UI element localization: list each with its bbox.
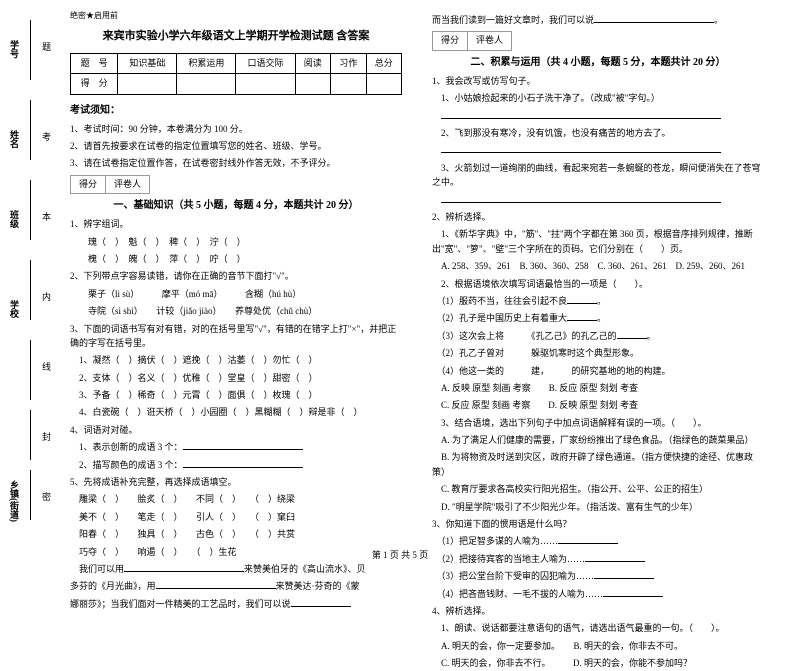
- th-xizuo: 习作: [331, 53, 366, 74]
- margin-label-xuehao: 学号: [8, 40, 21, 58]
- p3-head: 3、你知道下面的惯用语是什么吗？: [432, 517, 764, 531]
- page-footer: 第 1 页 共 5 页: [0, 548, 800, 561]
- binding-margin: 学号 题 姓名 考 班级 本 学校 内 线 封 乡镇(街道) 密: [0, 0, 55, 545]
- margin-char-kao: 考: [42, 130, 51, 143]
- th-zongfen: 总分: [366, 53, 402, 74]
- notice-2: 2、请首先按要求在试卷的指定位置填写您的姓名、班级、学号。: [70, 139, 402, 153]
- q2-head: 2、下列带点字容易读错，请你在正确的音节下面打"√"。: [70, 269, 402, 283]
- cell-pingjuan2: 评卷人: [467, 31, 512, 51]
- q1-head: 1、辨字组词。: [70, 217, 402, 231]
- p4-head: 4、辨析选择。: [432, 604, 764, 618]
- margin-line: [30, 470, 31, 520]
- margin-label-banji: 班级: [8, 210, 21, 228]
- th-jilei: 积累运用: [177, 53, 236, 74]
- p2-head: 2、辨析选择。: [432, 210, 764, 224]
- q3-head: 3、下面的词语书写有对有错，对的在括号里写"√"，有错的在错字上打"×"，并把正…: [70, 322, 402, 351]
- margin-line: [30, 410, 31, 460]
- margin-line: [30, 100, 31, 160]
- margin-char-xian: 线: [42, 360, 51, 373]
- score-cell-2: 得分 评卷人: [432, 31, 764, 51]
- margin-line: [30, 340, 31, 400]
- cell-defen2: 得分: [432, 31, 468, 51]
- th-zhishi: 知识基础: [118, 53, 177, 74]
- th-tihao: 题 号: [71, 53, 118, 74]
- margin-char-ti: 题: [42, 40, 51, 53]
- margin-line: [30, 260, 31, 320]
- q4-head: 4、词语对对碰。: [70, 423, 402, 437]
- margin-line: [30, 180, 31, 240]
- margin-label-xingming: 姓名: [8, 130, 21, 148]
- right-column: 而当我们读到一篇好文章时，我们可以说。 得分 评卷人 二、积累与运用（共 4 小…: [417, 0, 779, 565]
- margin-char-nei: 内: [42, 290, 51, 303]
- margin-label-xuexiao: 学校: [8, 300, 21, 318]
- td-defen: 得 分: [71, 74, 118, 95]
- notice-1: 1、考试时间：90 分钟，本卷满分为 100 分。: [70, 122, 402, 136]
- th-kouyu: 口语交际: [236, 53, 295, 74]
- margin-char-feng: 封: [42, 430, 51, 443]
- seal-text: 绝密★启用前: [70, 10, 402, 22]
- score-cell: 得分 评卷人: [70, 175, 402, 195]
- score-table: 题 号 知识基础 积累运用 口语交际 阅读 习作 总分 得 分: [70, 53, 402, 95]
- notice-head: 考试须知：: [70, 103, 402, 118]
- margin-line: [30, 20, 31, 80]
- q5-head: 5、先将成语补充完整，再选择成语填空。: [70, 475, 402, 489]
- th-yuedu: 阅读: [295, 53, 330, 74]
- left-column: 绝密★启用前 来宾市实验小学六年级语文上学期开学检测试题 含答案 题 号 知识基…: [55, 0, 417, 565]
- section1-title: 一、基础知识（共 5 小题，每题 4 分，本题共计 20 分）: [70, 198, 402, 213]
- margin-char-ben: 本: [42, 210, 51, 223]
- cell-defen: 得分: [70, 175, 106, 195]
- exam-title: 来宾市实验小学六年级语文上学期开学检测试题 含答案: [70, 28, 402, 45]
- p1-head: 1、我会改写或仿写句子。: [432, 74, 764, 88]
- cell-pingjuan: 评卷人: [105, 175, 150, 195]
- margin-label-xiangzhen: 乡镇(街道): [8, 480, 21, 522]
- notice-3: 3、请在试卷指定位置作答，在试卷密封线外作答无效，不予评分。: [70, 156, 402, 170]
- margin-char-mi: 密: [42, 490, 51, 503]
- section2-title: 二、积累与运用（共 4 小题，每题 5 分，本题共计 20 分）: [432, 55, 764, 70]
